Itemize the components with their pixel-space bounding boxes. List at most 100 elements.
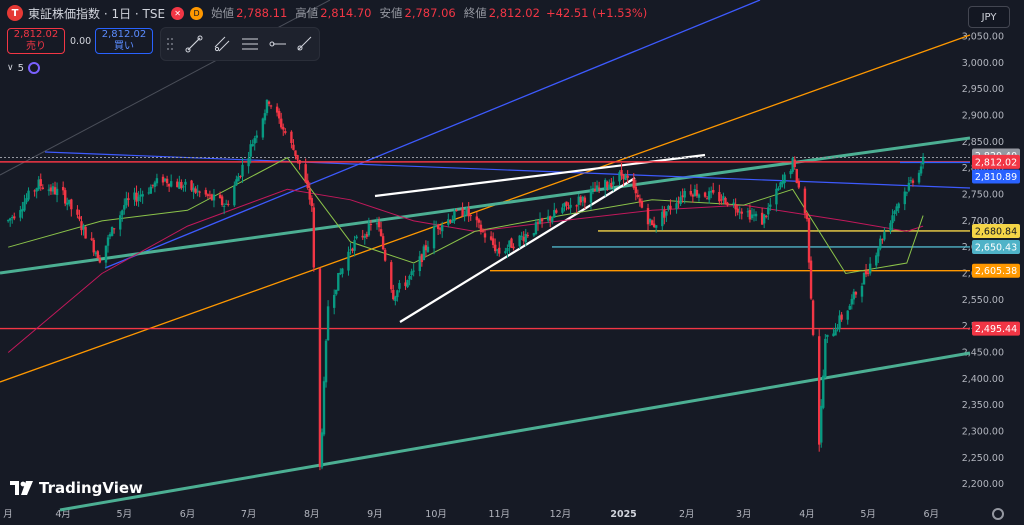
candle-body — [752, 214, 756, 216]
currency-button[interactable]: JPY — [968, 6, 1010, 28]
candle-body — [705, 198, 709, 200]
price-level-label: 2,495.44 — [975, 324, 1017, 335]
candle-body — [595, 185, 599, 192]
candle-body — [524, 233, 527, 243]
candle-body — [176, 181, 179, 188]
candle-body — [597, 187, 601, 189]
candle-body — [326, 306, 330, 341]
open-label: 始値 — [211, 6, 235, 20]
candle-body — [418, 256, 421, 272]
parallel-channel-icon[interactable] — [213, 35, 231, 53]
symbol-logo-icon[interactable]: T — [7, 5, 23, 21]
candle-body — [703, 192, 707, 197]
y-tick-label: 3,000.00 — [962, 58, 1004, 69]
candle-body — [451, 219, 454, 224]
x-tick-label: 2月 — [679, 509, 695, 520]
candle-body — [811, 300, 815, 335]
candle-body — [324, 340, 328, 383]
chevron-down-icon[interactable]: ∨ — [7, 63, 14, 73]
candle-body — [793, 159, 796, 167]
candle-body — [652, 223, 656, 227]
blue-trendline-flat — [44, 151, 971, 189]
candle-body — [691, 194, 695, 197]
candle-body — [518, 235, 521, 247]
candle-body — [394, 296, 397, 301]
candle-body — [51, 186, 55, 192]
candle-body — [551, 217, 554, 222]
candle-body — [233, 185, 236, 206]
trend-line-icon[interactable] — [185, 35, 203, 53]
y-tick-label: 2,700.00 — [962, 216, 1004, 227]
candle-body — [591, 188, 595, 190]
candle-body — [569, 204, 572, 208]
candle-body — [836, 327, 839, 330]
candle-body — [406, 280, 409, 288]
indicator-settings-icon[interactable] — [27, 62, 40, 74]
buy-button[interactable]: 2,812.02 買い — [95, 28, 153, 54]
candle-body — [84, 226, 87, 239]
candle-body — [255, 135, 258, 138]
candle-body — [903, 191, 906, 205]
candle-body — [907, 182, 911, 191]
y-tick-label: 2,300.00 — [962, 427, 1004, 438]
x-tick-label: 7月 — [241, 509, 257, 520]
drag-handle-icon[interactable] — [166, 35, 174, 53]
x-tick-label: 月 — [3, 509, 13, 520]
candle-body — [648, 218, 652, 223]
candle-body — [526, 235, 529, 237]
candle-body — [748, 210, 752, 220]
tradingview-logo-icon — [10, 481, 33, 495]
candle-body — [367, 223, 371, 236]
candle-body — [355, 236, 358, 239]
candle-body — [161, 176, 165, 183]
ray-icon[interactable] — [295, 35, 313, 53]
candle-body — [98, 257, 102, 263]
candle-body — [661, 211, 664, 227]
candle-body — [783, 174, 786, 183]
sell-button[interactable]: 2,812.02 売り — [7, 28, 65, 54]
sell-label: 売り — [26, 41, 46, 52]
candle-body — [834, 329, 837, 336]
candle-body — [504, 251, 507, 254]
candle-body — [712, 189, 715, 193]
candle-body — [104, 245, 108, 263]
candle-body — [475, 216, 479, 221]
candle-body — [392, 289, 395, 300]
symbol-title[interactable]: 東証株価指数 · 1日 · TSE — [28, 6, 166, 21]
candle-body — [663, 209, 666, 218]
candle-body — [508, 240, 511, 247]
x-tick-label: 5月 — [860, 509, 876, 520]
candle-body — [677, 202, 680, 204]
eye-off-icon[interactable]: ✕ — [171, 6, 185, 20]
candle-body — [868, 263, 872, 274]
candle-body — [55, 188, 59, 196]
data-delay-badge[interactable]: D — [190, 6, 204, 20]
blue-trendline — [104, 0, 761, 269]
candle-body — [693, 189, 697, 197]
indicator-toggle[interactable]: ∨ 5 — [7, 60, 40, 76]
horizontal-lines-icon[interactable] — [241, 35, 259, 53]
x-tick-label: 8月 — [304, 509, 320, 520]
indicator-count: 5 — [17, 62, 24, 74]
candle-body — [767, 207, 770, 215]
low-label: 安値 — [379, 6, 403, 20]
candle-body — [218, 194, 222, 199]
candle-body — [280, 118, 283, 128]
candle-body — [341, 268, 344, 274]
gear-icon[interactable] — [992, 508, 1004, 520]
y-tick-label: 2,850.00 — [962, 137, 1004, 148]
price-level-label-bg — [972, 321, 1020, 336]
candle-body — [383, 249, 387, 261]
candle-body — [275, 106, 279, 113]
tradingview-logo: TradingView — [10, 479, 143, 497]
candle-body — [852, 291, 856, 300]
horizontal-ray-icon[interactable] — [269, 35, 287, 53]
candle-body — [261, 118, 265, 138]
candle-body — [337, 273, 340, 291]
candle-body — [90, 238, 93, 240]
candle-body — [534, 222, 538, 235]
candle-body — [25, 198, 28, 203]
candle-body — [298, 159, 301, 164]
